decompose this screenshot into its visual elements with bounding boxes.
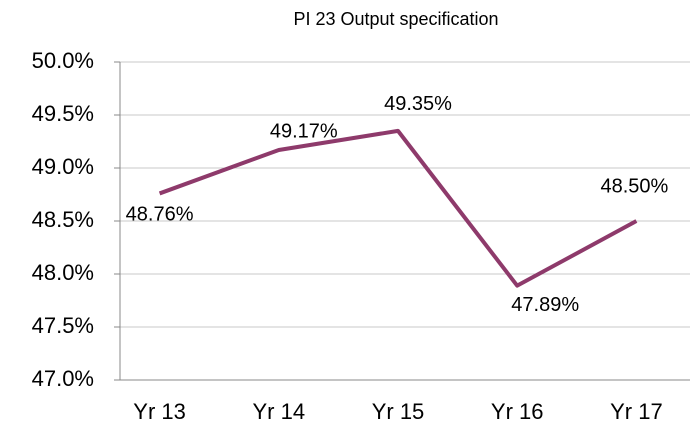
y-tick-label: 47.0% [32,366,94,391]
line [158,128,638,288]
data-label: 49.17% [270,120,338,142]
chart-title: PI 23 Output specification [293,9,498,29]
data-label: 48.76% [126,204,194,226]
x-tick-label: Yr 13 [133,399,186,424]
y-tick-label: 49.0% [32,154,94,179]
x-tick-label: Yr 14 [253,399,306,424]
y-tick-label: 49.5% [32,101,94,126]
y-tick-label: 50.0% [32,48,94,73]
data-label: 47.89% [511,294,579,316]
x-tick-label: Yr 17 [610,399,663,424]
x-tick-label: Yr 15 [372,399,425,424]
x-tick-label: Yr 16 [491,399,544,424]
y-tick-label: 48.5% [32,207,94,232]
y-tick-label: 47.5% [32,313,94,338]
data-label: 48.50% [600,175,668,197]
data-label: 49.35% [384,93,452,115]
y-tick-label: 48.0% [32,260,94,285]
